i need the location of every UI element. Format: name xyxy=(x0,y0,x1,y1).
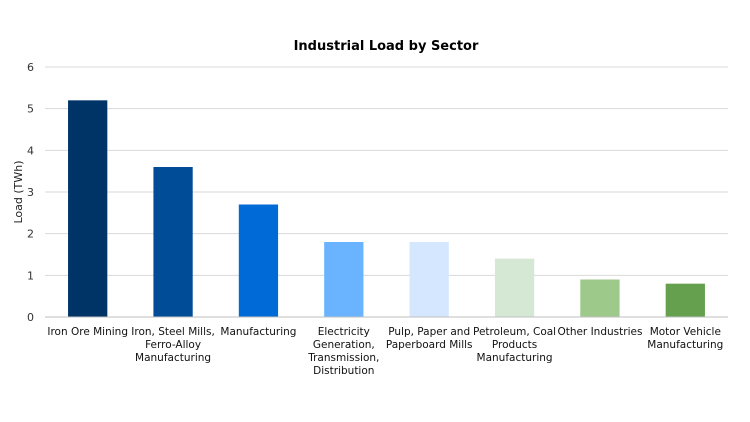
category-label: Motor Vehicle Manufacturing xyxy=(647,326,723,351)
category-label: Petroleum, Coal Products Manufacturing xyxy=(473,326,556,364)
y-tick-label: 1 xyxy=(27,269,34,282)
bar xyxy=(494,258,535,317)
y-tick-label: 5 xyxy=(27,103,34,116)
category-labels: Iron Ore Mining Iron, Steel Mills, Ferro-A… xyxy=(47,326,723,377)
y-tick-label: 2 xyxy=(27,228,34,241)
bar xyxy=(580,279,620,317)
y-axis-label: Load (TWh) xyxy=(12,160,25,223)
category-label: Other Industries xyxy=(557,326,642,338)
bars xyxy=(68,100,705,317)
bar xyxy=(68,100,108,317)
category-label: Iron Ore Mining xyxy=(47,326,128,338)
category-label: Pulp, Paper and Paperboard Mills xyxy=(386,326,473,351)
category-label: Electricity Generation, Transmission, Distr… xyxy=(307,326,379,377)
gridlines xyxy=(45,66,728,276)
chart-title: Industrial Load by Sector xyxy=(294,39,479,54)
bar xyxy=(665,283,705,317)
y-tick-label: 4 xyxy=(27,144,34,157)
bar xyxy=(238,204,279,317)
bar xyxy=(409,242,449,317)
y-tick-label: 3 xyxy=(27,186,34,199)
category-label: Manufacturing xyxy=(220,326,296,338)
bar xyxy=(324,242,364,317)
bar xyxy=(153,167,193,317)
y-tick-label: 6 xyxy=(27,61,34,74)
y-tick-label: 0 xyxy=(27,311,34,324)
y-axis-ticks: 0 1 2 3 4 5 6 xyxy=(27,61,34,324)
category-label: Iron, Steel Mills, Ferro-Alloy Manufacturi… xyxy=(131,326,215,364)
